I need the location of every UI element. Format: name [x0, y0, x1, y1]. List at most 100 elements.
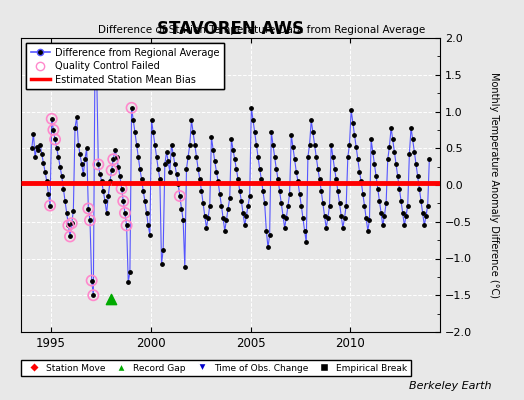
Point: [179, 217, 188, 224]
Point: [42, 178, 51, 184]
Point: [29, 130, 38, 137]
Point: [237, 198, 246, 204]
Point: [259, 188, 267, 194]
Point: [235, 188, 244, 194]
Point: [176, 193, 184, 199]
Point: [405, 151, 413, 157]
Point: [82, 145, 91, 152]
Point: [315, 176, 324, 182]
Point: [34, 146, 42, 153]
Point: [365, 217, 374, 224]
Point: [267, 129, 276, 135]
Title: STAVOREN AWS: STAVOREN AWS: [157, 20, 304, 38]
Point: [280, 224, 289, 231]
Point: [187, 117, 195, 124]
Point: [289, 144, 297, 150]
Point: [104, 193, 113, 199]
Point: [266, 232, 274, 238]
Point: [31, 154, 39, 160]
Point: [292, 168, 300, 175]
Point: [78, 161, 86, 168]
Point: [185, 141, 194, 148]
Point: [372, 173, 380, 179]
Point: [64, 222, 72, 229]
Point: [319, 200, 327, 206]
Point: [269, 141, 277, 148]
Point: [407, 124, 415, 131]
Point: [242, 213, 250, 219]
Point: [39, 160, 48, 166]
Point: [296, 191, 304, 197]
Point: [344, 154, 352, 160]
Point: [164, 158, 172, 165]
Point: [195, 176, 204, 182]
Point: [239, 210, 247, 216]
Point: [201, 213, 209, 219]
Point: [229, 146, 237, 153]
Point: [197, 188, 205, 194]
Point: [154, 166, 162, 172]
Point: [219, 215, 227, 221]
Point: [340, 215, 348, 221]
Point: [211, 158, 219, 165]
Point: [208, 134, 216, 140]
Point: [162, 149, 171, 155]
Point: [191, 141, 199, 148]
Point: [41, 168, 49, 175]
Point: [117, 186, 126, 192]
Point: [209, 146, 217, 153]
Point: [364, 227, 372, 234]
Point: [49, 127, 58, 133]
Point: [94, 161, 103, 168]
Point: [395, 186, 403, 192]
Point: [133, 141, 141, 148]
Point: [54, 154, 62, 160]
Point: [81, 156, 89, 162]
Point: [144, 222, 152, 229]
Point: [149, 129, 157, 135]
Point: [385, 144, 394, 150]
Point: [204, 215, 212, 221]
Point: [192, 154, 201, 160]
Point: [361, 202, 369, 209]
Point: [247, 105, 256, 111]
Point: [94, 161, 103, 168]
Point: [397, 198, 405, 204]
Point: [350, 132, 358, 138]
Point: [121, 210, 129, 216]
Point: [139, 188, 147, 194]
Point: [290, 156, 299, 162]
Point: [282, 215, 290, 221]
Point: [231, 156, 239, 162]
Point: [64, 222, 72, 229]
Point: [66, 233, 74, 240]
Point: [299, 215, 307, 221]
Point: [276, 188, 284, 194]
Point: [38, 151, 46, 157]
Point: [245, 193, 254, 199]
Point: [330, 166, 339, 172]
Point: [58, 173, 66, 179]
Point: [355, 168, 364, 175]
Point: [72, 114, 81, 120]
Point: [277, 200, 286, 206]
Point: [384, 156, 392, 162]
Point: [377, 210, 385, 216]
Point: [375, 198, 384, 204]
Point: [157, 261, 166, 268]
Point: [117, 186, 126, 192]
Point: [137, 176, 146, 182]
Point: [46, 202, 54, 209]
Point: [61, 198, 69, 204]
Point: [84, 205, 93, 212]
Point: [392, 161, 400, 168]
Point: [159, 246, 167, 253]
Point: [92, 68, 101, 74]
Point: [256, 166, 264, 172]
Point: [176, 193, 184, 199]
Point: [378, 222, 387, 229]
Point: [134, 154, 143, 160]
Point: [334, 188, 342, 194]
Point: [76, 151, 84, 157]
Point: [166, 168, 174, 175]
